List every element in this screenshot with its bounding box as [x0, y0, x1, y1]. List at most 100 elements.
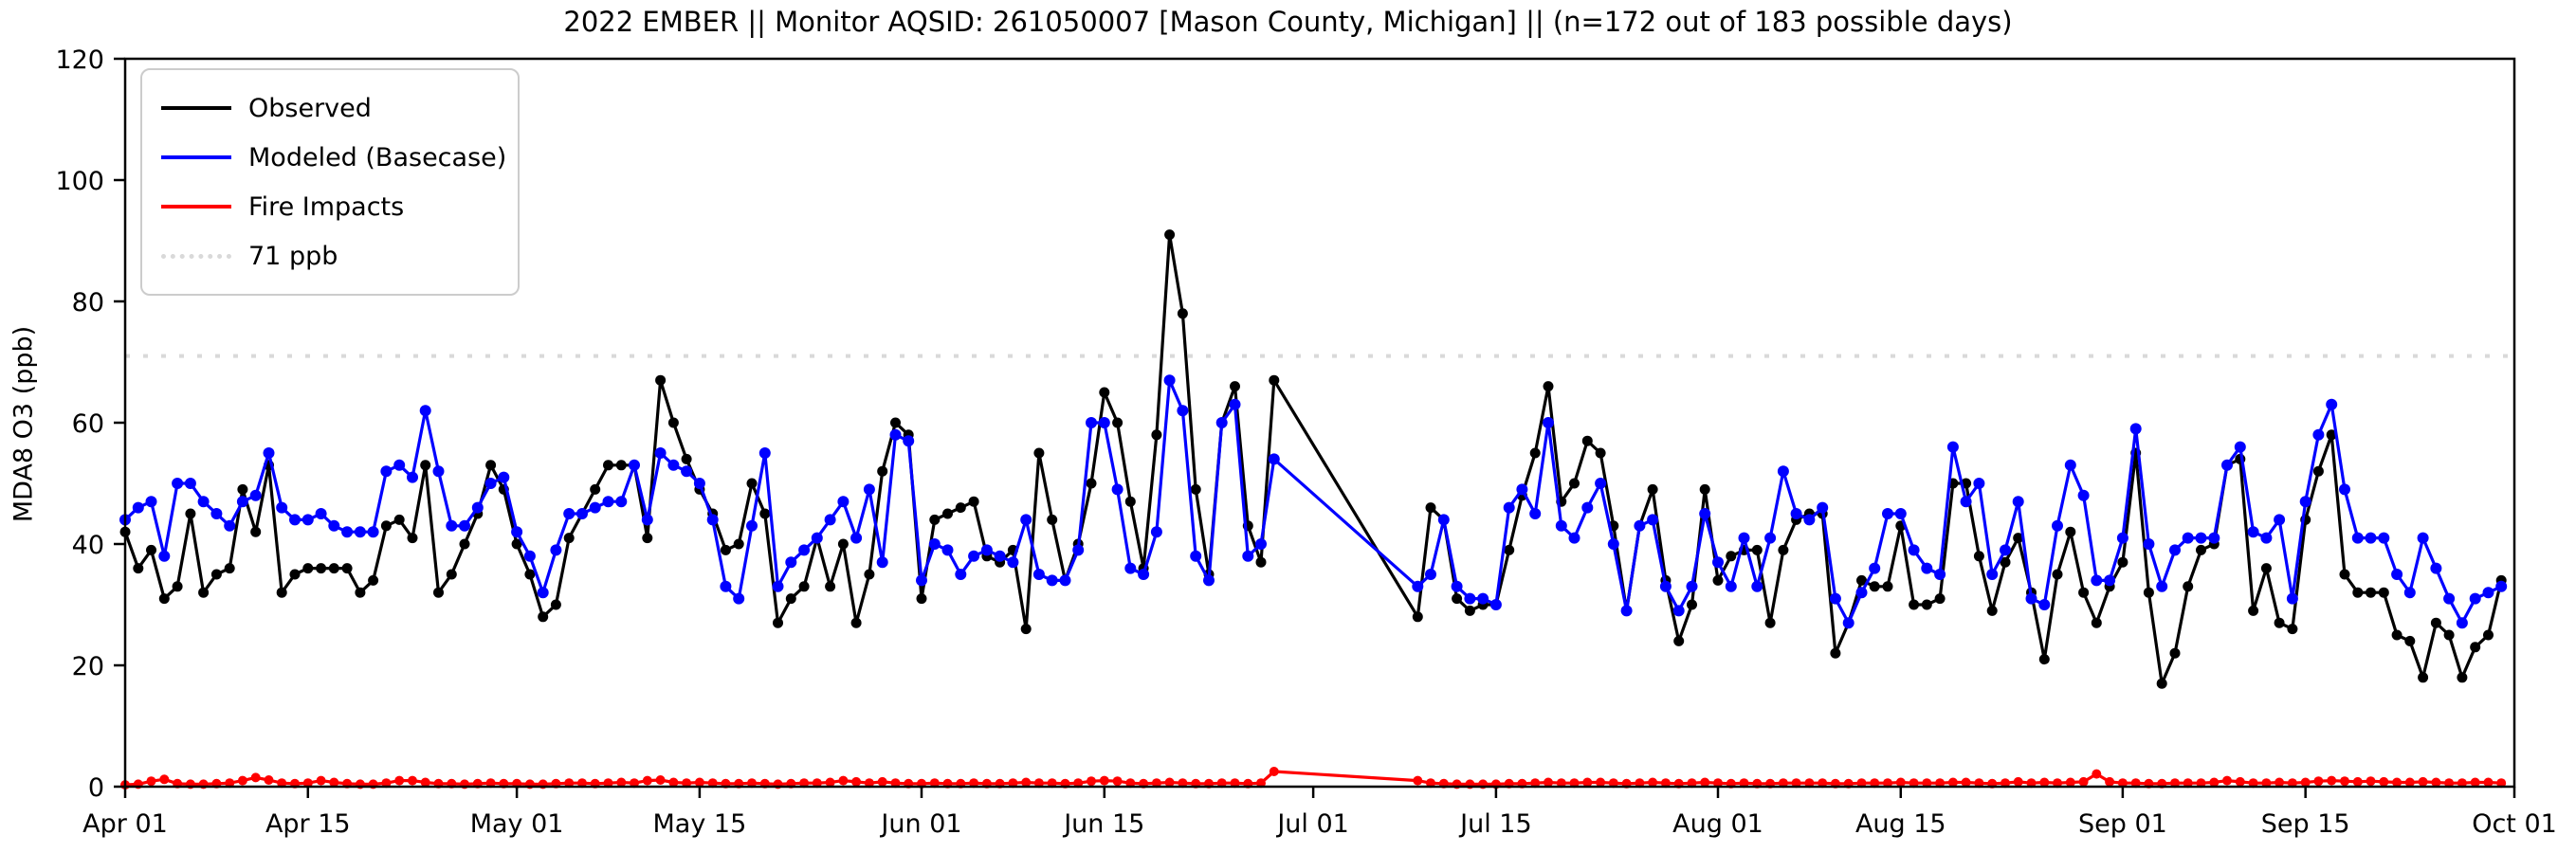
modeled-basecase-marker — [276, 501, 288, 514]
observed-marker — [2091, 617, 2102, 628]
fire-impacts-marker — [1961, 777, 1971, 788]
observed-marker — [590, 483, 601, 495]
fire-impacts-marker — [1413, 775, 1423, 786]
observed-marker — [2274, 617, 2285, 628]
observed-marker — [642, 533, 653, 544]
modeled-basecase-marker — [1829, 592, 1841, 605]
observed-marker — [850, 617, 862, 628]
observed-marker — [1151, 429, 1162, 441]
observed-marker — [1986, 605, 1998, 616]
fire-impacts-marker — [799, 778, 810, 789]
observed-marker — [198, 587, 210, 598]
modeled-basecase-marker — [1451, 580, 1463, 592]
fire-impacts-marker — [1216, 778, 1227, 789]
modeled-basecase-marker — [1059, 574, 1071, 587]
observed-marker — [1726, 551, 1737, 562]
fire-impacts-marker — [747, 778, 757, 789]
modeled-basecase-marker — [263, 447, 275, 459]
observed-marker — [1464, 605, 1475, 616]
fire-impacts-marker — [250, 772, 261, 783]
observed-marker — [1124, 496, 1136, 507]
fire-impacts-marker — [1269, 767, 1279, 776]
observed-marker — [1033, 447, 1045, 459]
modeled-basecase-marker — [184, 478, 196, 489]
observed-marker — [316, 563, 327, 574]
observed-marker — [1047, 514, 1058, 525]
fire-impacts-marker — [694, 777, 704, 788]
fire-impacts-marker — [1856, 778, 1867, 789]
modeled-basecase-marker — [380, 465, 393, 478]
modeled-basecase-marker — [2012, 496, 2024, 508]
modeled-basecase-marker — [1568, 532, 1580, 544]
modeled-basecase-marker — [2104, 574, 2116, 587]
modeled-basecase-marker — [1464, 592, 1476, 605]
legend-swatch-observed-line — [161, 106, 231, 110]
modeled-basecase-marker — [1973, 478, 1985, 489]
observed-marker — [1712, 574, 1724, 586]
modeled-basecase-marker — [432, 465, 445, 478]
legend-box: Observed Modeled (Basecase) Fire Impacts… — [140, 68, 520, 296]
fire-impacts-marker — [2418, 776, 2428, 787]
observed-marker — [538, 611, 549, 623]
observed-marker — [2038, 654, 2050, 665]
modeled-basecase-marker — [419, 405, 431, 417]
fire-impacts-marker — [1112, 776, 1123, 787]
modeled-basecase-marker — [2495, 580, 2508, 592]
modeled-basecase-marker — [1098, 417, 1110, 428]
observed-marker — [420, 460, 431, 471]
observed-marker — [1020, 624, 1032, 635]
modeled-basecase-marker — [1268, 453, 1280, 465]
observed-marker — [837, 538, 849, 550]
fire-impacts-marker — [1883, 778, 1892, 789]
observed-marker — [1190, 483, 1201, 495]
legend-label: 71 ppb — [248, 241, 338, 271]
observed-marker — [511, 538, 522, 550]
fire-impacts-marker — [408, 775, 417, 786]
fire-impacts-marker — [225, 778, 235, 789]
modeled-basecase-marker — [1072, 544, 1085, 556]
observed-marker — [407, 533, 418, 544]
modeled-basecase-marker — [1032, 569, 1045, 580]
fire-impacts-marker — [1569, 778, 1580, 789]
fire-impacts-marker — [890, 778, 901, 789]
x-tick-label: Apr 15 — [265, 809, 351, 839]
fire-impacts-marker — [2313, 776, 2324, 787]
modeled-basecase-marker — [158, 550, 171, 562]
fire-impacts-marker — [1047, 778, 1057, 789]
modeled-basecase-marker — [1543, 417, 1554, 428]
legend-item-threshold: 71 ppb — [161, 231, 499, 281]
observed-marker — [1581, 435, 1593, 446]
modeled-basecase-marker — [367, 526, 379, 538]
y-tick-label: 60 — [72, 409, 104, 439]
modeled-basecase-marker — [1255, 538, 1267, 550]
fire-impacts-marker — [1974, 778, 1984, 789]
fire-impacts-marker — [642, 775, 652, 786]
fire-impacts-marker — [2327, 775, 2337, 786]
observed-marker — [2352, 587, 2364, 598]
fire-impacts-marker — [2170, 778, 2180, 789]
observed-marker — [929, 514, 941, 525]
legend-swatch-threshold-line — [161, 253, 231, 259]
observed-marker — [877, 465, 888, 477]
fire-impacts-marker — [2105, 776, 2115, 787]
modeled-basecase-marker — [1412, 580, 1424, 592]
observed-marker — [1269, 374, 1280, 386]
modeled-basecase-marker — [850, 532, 863, 544]
fire-impacts-marker — [2065, 777, 2075, 788]
modeled-basecase-marker — [459, 519, 470, 532]
modeled-basecase-marker — [1647, 514, 1659, 526]
modeled-basecase-marker — [1477, 592, 1489, 605]
observed-marker — [916, 593, 927, 605]
modeled-basecase-line — [123, 378, 2503, 625]
fire-impacts-marker — [2222, 775, 2232, 786]
observed-marker — [890, 417, 901, 428]
observed-marker — [1856, 574, 1867, 586]
observed-marker — [1529, 447, 1541, 459]
observed-marker — [485, 460, 497, 471]
fire-impacts-marker — [394, 775, 405, 786]
observed-marker — [1112, 417, 1124, 428]
modeled-basecase-marker — [1516, 483, 1528, 496]
fire-impacts-marker — [2340, 776, 2349, 787]
y-tick-label: 120 — [55, 45, 104, 75]
fire-impacts-marker — [2275, 777, 2285, 788]
